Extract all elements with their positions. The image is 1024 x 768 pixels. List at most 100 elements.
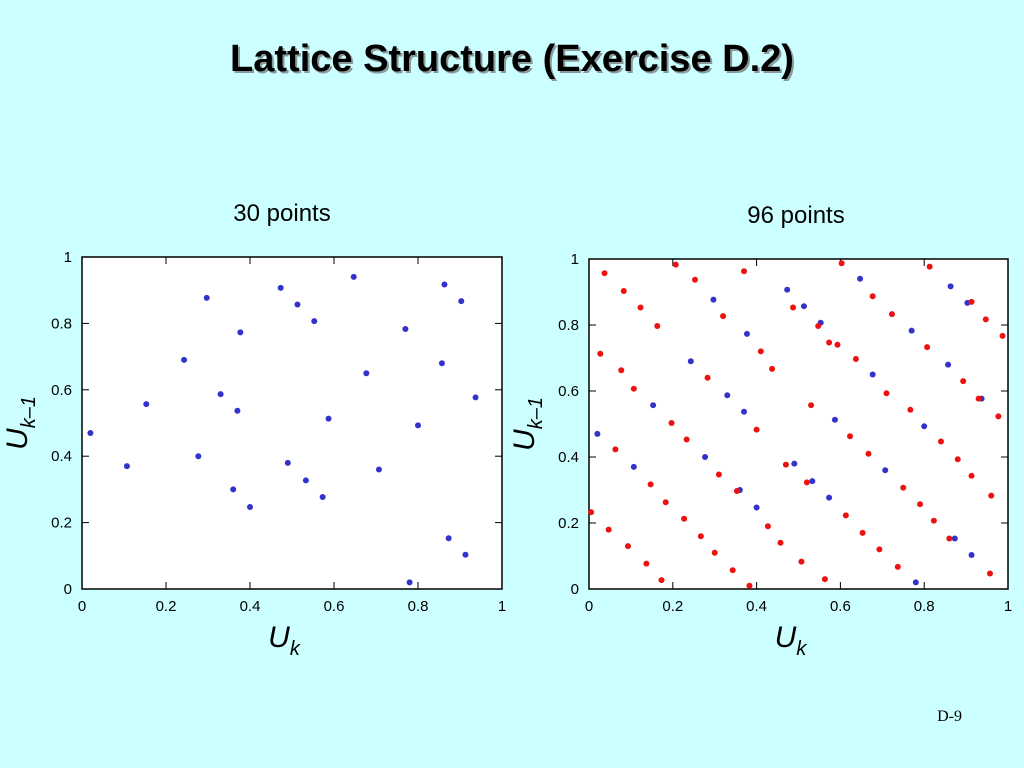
- data-point: [999, 332, 1006, 339]
- data-point: [458, 298, 465, 305]
- data-point: [733, 487, 740, 494]
- data-point: [798, 558, 805, 565]
- data-point: [637, 304, 644, 311]
- y-tick-label: 0.8: [558, 317, 579, 334]
- data-point: [945, 361, 952, 368]
- data-point: [643, 560, 650, 567]
- data-point: [834, 341, 841, 348]
- data-point: [618, 367, 625, 374]
- data-point: [311, 318, 318, 325]
- data-point: [746, 582, 753, 589]
- data-point: [375, 466, 382, 473]
- data-point: [650, 402, 657, 409]
- x-tick-label: 1: [1004, 598, 1012, 615]
- x-tick-label: 0.4: [240, 598, 261, 615]
- data-point: [921, 423, 928, 430]
- data-point: [968, 298, 975, 305]
- data-point: [325, 415, 332, 422]
- data-point: [826, 494, 833, 501]
- data-point: [284, 459, 291, 466]
- data-point: [620, 288, 627, 295]
- data-point: [724, 392, 731, 399]
- data-point: [597, 350, 604, 357]
- data-point: [601, 270, 608, 277]
- data-point: [982, 316, 989, 323]
- x-tick-label: 0.8: [408, 598, 429, 615]
- y-tick-label: 0: [571, 581, 579, 598]
- data-point: [769, 365, 776, 372]
- data-point: [803, 479, 810, 486]
- y-tick-label: 0.4: [51, 448, 72, 465]
- data-point: [217, 391, 224, 398]
- data-point: [710, 296, 717, 303]
- scatter-chart-left: 0 0.2 0.4 0.6 0.8 1 0 0.2 0.4 0.6 0.8 1 Uk Uk–1: [1, 249, 506, 660]
- data-point: [672, 261, 679, 268]
- data-point: [203, 294, 210, 301]
- x-tick-label: 0.2: [156, 598, 177, 615]
- data-point: [711, 549, 718, 556]
- data-point: [937, 438, 944, 445]
- data-point: [821, 576, 828, 583]
- y-tick-label: 0: [64, 581, 72, 598]
- data-point: [894, 563, 901, 570]
- y-tick-label: 0.4: [558, 449, 579, 466]
- data-point: [808, 402, 815, 409]
- data-point: [951, 535, 958, 542]
- data-point: [704, 374, 711, 381]
- data-point: [782, 461, 789, 468]
- data-point: [195, 453, 202, 460]
- data-point: [415, 422, 421, 429]
- data-point: [681, 515, 688, 522]
- data-point: [277, 284, 284, 291]
- data-point: [926, 263, 933, 270]
- slide-title: Lattice Structure (Exercise D.2): [230, 38, 794, 80]
- chart-title-left: 30 points: [233, 200, 331, 227]
- data-point: [302, 477, 309, 484]
- scatter-chart-right: 0 0.2 0.4 0.6 0.8 1 0 0.2 0.4 0.6 0.8 1 Uk Uk–1: [508, 251, 1012, 660]
- data-point: [350, 273, 357, 280]
- data-point: [658, 577, 665, 584]
- data-point: [908, 327, 915, 334]
- data-point: [777, 539, 784, 546]
- data-point: [815, 322, 822, 329]
- x-tick-label: 0: [585, 598, 593, 615]
- page-number: D-9: [937, 708, 962, 725]
- data-point: [683, 436, 690, 443]
- data-point: [947, 283, 954, 290]
- y-tick-label: 0.6: [51, 382, 72, 399]
- data-point: [234, 407, 241, 414]
- data-point: [930, 517, 937, 524]
- data-point: [143, 401, 150, 408]
- x-tick-label: 0.8: [914, 598, 935, 615]
- data-point: [847, 433, 854, 440]
- data-point: [883, 390, 890, 397]
- data-point: [630, 463, 637, 470]
- x-tick-label: 1: [498, 598, 506, 615]
- y-tick-label: 0.8: [51, 315, 72, 332]
- data-point: [697, 533, 704, 540]
- data-point: [692, 276, 699, 283]
- plot-area: [81, 256, 503, 590]
- y-tick-label: 1: [64, 249, 72, 266]
- data-point: [917, 501, 924, 508]
- data-point: [319, 494, 326, 501]
- data-point: [630, 385, 637, 392]
- x-axis-label: Uk: [268, 621, 301, 660]
- data-point: [741, 268, 748, 275]
- data-point: [882, 467, 889, 474]
- data-point: [842, 512, 849, 519]
- data-point: [588, 509, 595, 516]
- data-point: [764, 523, 771, 530]
- data-point: [838, 260, 845, 267]
- data-point: [907, 406, 914, 413]
- x-tick-label: 0.4: [746, 598, 767, 615]
- data-point: [869, 293, 876, 300]
- y-tick-label: 1: [571, 251, 579, 268]
- data-point: [924, 344, 931, 351]
- data-point: [441, 281, 448, 288]
- data-point: [859, 529, 866, 536]
- data-point: [662, 499, 669, 506]
- data-point: [445, 535, 452, 542]
- data-point: [668, 420, 675, 427]
- data-point: [654, 322, 661, 329]
